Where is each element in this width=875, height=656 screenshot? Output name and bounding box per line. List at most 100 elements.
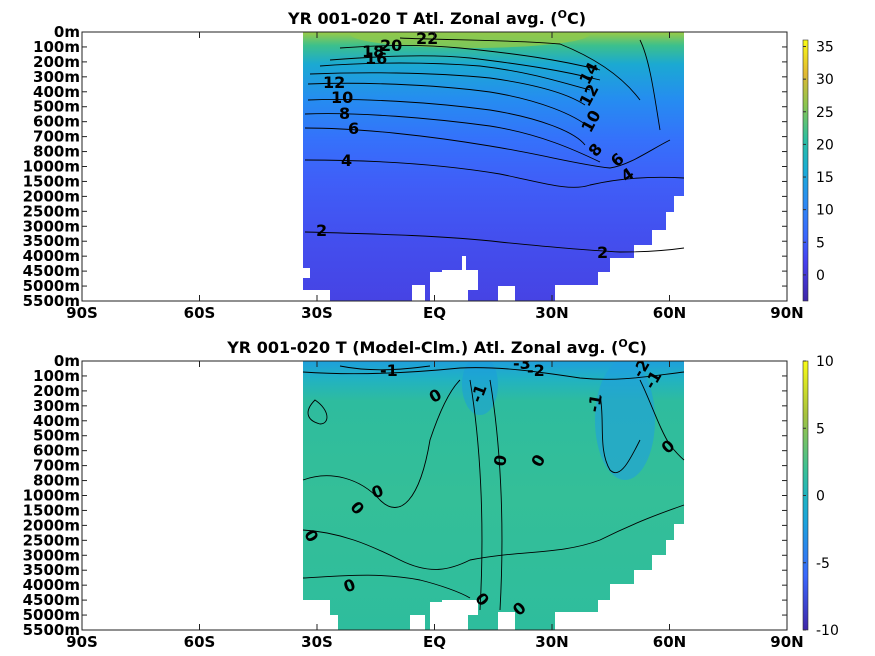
top-contour-6 <box>304 127 671 169</box>
bottom-contour-equator-a <box>469 379 483 611</box>
top-contour-14 <box>309 72 586 106</box>
bottom-x-tick-label: 60N <box>653 633 686 651</box>
top-y-tick-label: 2000m <box>23 187 80 205</box>
top-clabel: 18 <box>362 42 384 61</box>
bottom-y-tick-label: 4000m <box>23 576 80 594</box>
bottom-y-tick-label: 1500m <box>23 501 80 519</box>
bottom-land-mask <box>303 524 684 630</box>
top-y-tick-label: 1500m <box>23 172 80 190</box>
top-clabel: 2 <box>597 243 608 262</box>
bottom-clabel: -1 <box>380 361 398 380</box>
top-colorbar-tick-label: 20 <box>816 137 834 153</box>
top-y-tick-label: 700m <box>33 128 80 146</box>
top-clabel: 8 <box>339 104 350 123</box>
bottom-clabel: -2 <box>527 361 545 380</box>
top-colorbar-tick-label: 0 <box>816 268 825 284</box>
top-contour-2 <box>304 231 685 253</box>
bottom-y-tick-label: 600m <box>33 442 80 460</box>
bottom-x-tick-label: 30N <box>535 633 568 651</box>
bottom-x-tick-label: 30S <box>301 633 333 651</box>
top-colorbar <box>802 39 809 302</box>
top-colorbar-tick-label: 30 <box>816 72 834 88</box>
top-y-tick-label: 3500m <box>23 232 80 250</box>
bottom-contour-surface <box>302 367 685 380</box>
top-contour-8 <box>304 113 601 163</box>
top-clabel: 2 <box>316 221 327 240</box>
top-colorbar-ticks: 35 30 25 20 15 10 5 0 <box>803 40 834 284</box>
bottom-y-tick-label: 200m <box>33 382 80 400</box>
bottom-y-tick-label: 4500m <box>23 591 80 609</box>
top-contour-4 <box>304 159 685 188</box>
bottom-y-tick-label: 0m <box>54 352 80 370</box>
bottom-y-tick-label: 5000m <box>23 606 80 624</box>
top-title: YR 001-020 T Atl. Zonal avg. (OC) <box>287 8 586 28</box>
bottom-y-tick-label: 800m <box>33 472 80 490</box>
bottom-x-tick-label: EQ <box>423 633 446 651</box>
bottom-plot-field: -3 -2 -1 -1 -1 -2 -1 0 0 0 0 0 0 0 0 0 0 <box>82 354 787 630</box>
top-y-tick-label: 800m <box>33 143 80 161</box>
top-clabel: 22 <box>416 29 438 48</box>
top-y-tick-label: 1000m <box>23 158 80 176</box>
top-y-tick-label: 2500m <box>23 202 80 220</box>
bottom-clabel: -3 <box>513 354 531 373</box>
top-data-field <box>303 32 684 301</box>
bottom-y-tick-label: 100m <box>33 367 80 385</box>
bottom-y-tick-label: 2500m <box>23 531 80 549</box>
bottom-colorbar-tick-label: 0 <box>816 489 825 505</box>
bottom-y-tick-label: 2000m <box>23 516 80 534</box>
top-x-tick-label: 60S <box>184 304 216 322</box>
top-y-tick-label: 300m <box>33 68 80 86</box>
top-plot-field: 22 20 18 16 14 12 12 10 10 8 8 6 6 4 4 2… <box>82 29 787 301</box>
bottom-x-tick-label: 90S <box>66 633 98 651</box>
top-y-tick-label: 5500m <box>23 292 80 310</box>
bottom-contour-loop <box>307 399 328 425</box>
top-clabel: 12 <box>323 73 345 92</box>
top-y-tick-label: 600m <box>33 113 80 131</box>
top-clabel: 4 <box>341 151 352 170</box>
top-clabel: 6 <box>348 119 359 138</box>
bottom-y-tick-label: 500m <box>33 427 80 445</box>
top-colorbar-tick-label: 10 <box>816 203 834 219</box>
top-y-tick-label: 4000m <box>23 247 80 265</box>
bottom-northern-blank <box>684 361 787 630</box>
top-contour-16 <box>319 62 591 91</box>
bottom-y-tick-label: 3500m <box>23 561 80 579</box>
bottom-y-tick-label: 400m <box>33 412 80 430</box>
bottom-clabel: 0 <box>490 453 511 467</box>
bottom-southern-blank <box>82 361 303 630</box>
top-colorbar-tick-label: 5 <box>816 235 825 251</box>
bottom-colorbar-tick-label: 5 <box>816 421 825 437</box>
top-y-tick-label: 400m <box>33 83 80 101</box>
top-x-axis: 90S 60S 30S EQ 30N 60N 90N <box>66 32 804 322</box>
bottom-x-tick-label: 60S <box>184 633 216 651</box>
top-clabel: 16 <box>365 49 387 68</box>
top-y-tick-label: 500m <box>33 98 80 116</box>
bottom-contour-equator-b <box>489 379 503 611</box>
top-x-tick-label: 90S <box>66 304 98 322</box>
top-contour-12 <box>307 82 591 129</box>
bottom-clabel: -2 <box>628 356 653 381</box>
bottom-contour-abyss <box>302 574 471 599</box>
top-contour-22 <box>399 37 641 101</box>
bottom-y-tick-label: 5500m <box>23 621 80 639</box>
bottom-colorbar-tick-label: -5 <box>816 556 830 572</box>
bottom-contour-north-a <box>599 394 641 473</box>
top-y-tick-label: 4500m <box>23 262 80 280</box>
bottom-y-tick-label: 700m <box>33 457 80 475</box>
bottom-contour-zero-west <box>302 379 461 508</box>
bottom-equatorial-cold <box>462 361 498 415</box>
bottom-contour-minus1-south <box>339 365 431 371</box>
top-contour-10 <box>307 99 586 146</box>
top-contour-20 <box>339 44 601 71</box>
bottom-clabel: -1 <box>467 382 491 405</box>
bottom-cold-anomaly <box>595 361 655 480</box>
bottom-colorbar-ticks: 10 5 0 -5 -10 <box>803 354 839 639</box>
bottom-y-axis: 0m100m200m300m400m500m600m700m800m1000m1… <box>23 352 787 639</box>
top-y-tick-label: 5000m <box>23 277 80 295</box>
top-clabel: 20 <box>380 36 402 55</box>
top-colorbar-tick-label: 35 <box>816 40 834 56</box>
top-contour-18 <box>329 55 601 81</box>
bottom-contour-north-b <box>639 379 685 461</box>
top-colorbar-tick-label: 15 <box>816 170 834 186</box>
